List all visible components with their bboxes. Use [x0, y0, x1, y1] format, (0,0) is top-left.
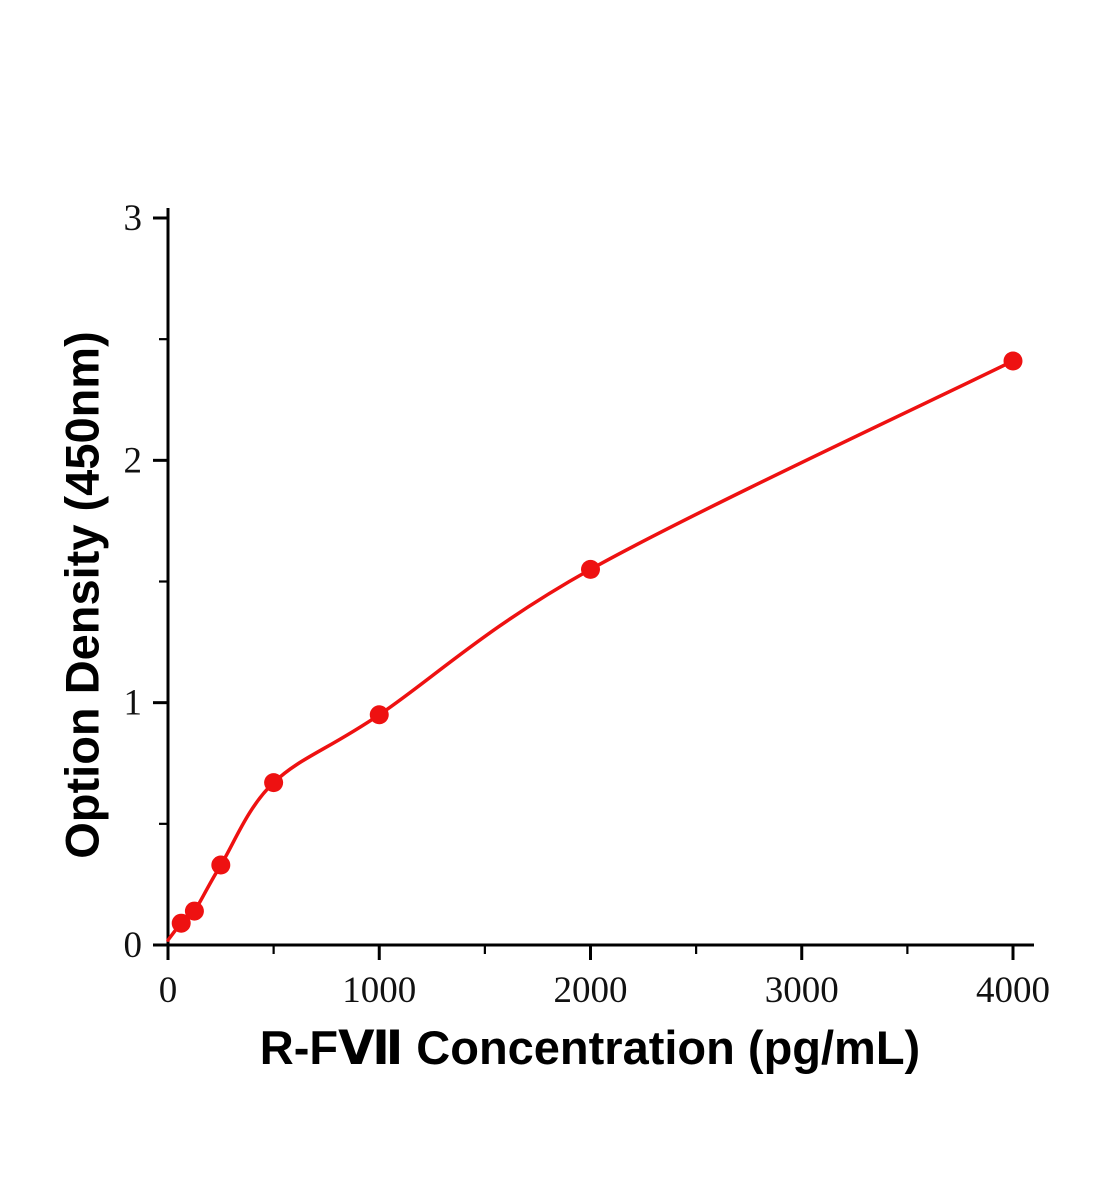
y-tick-label: 1 [124, 683, 143, 724]
x-tick-label: 0 [159, 970, 178, 1011]
data-point [581, 559, 600, 579]
data-point [211, 855, 231, 875]
y-tick-label: 0 [124, 925, 143, 966]
data-point [369, 705, 389, 725]
data-point [184, 901, 204, 921]
y-tick-label: 3 [124, 198, 143, 239]
data-point [171, 913, 191, 933]
x-tick-label: 1000 [342, 970, 416, 1011]
x-tick-label: 2000 [554, 970, 628, 1011]
x-tick-label: 3000 [765, 970, 839, 1011]
y-tick-label: 2 [124, 440, 143, 481]
data-point [264, 773, 284, 793]
data-point [1003, 351, 1023, 371]
x-axis-title: R-FⅦ Concentration (pg/mL) [259, 1021, 921, 1074]
y-axis-title: Option Density (450nm) [55, 331, 109, 859]
x-tick-label: 4000 [976, 970, 1050, 1011]
fitted-curve [166, 359, 1015, 942]
